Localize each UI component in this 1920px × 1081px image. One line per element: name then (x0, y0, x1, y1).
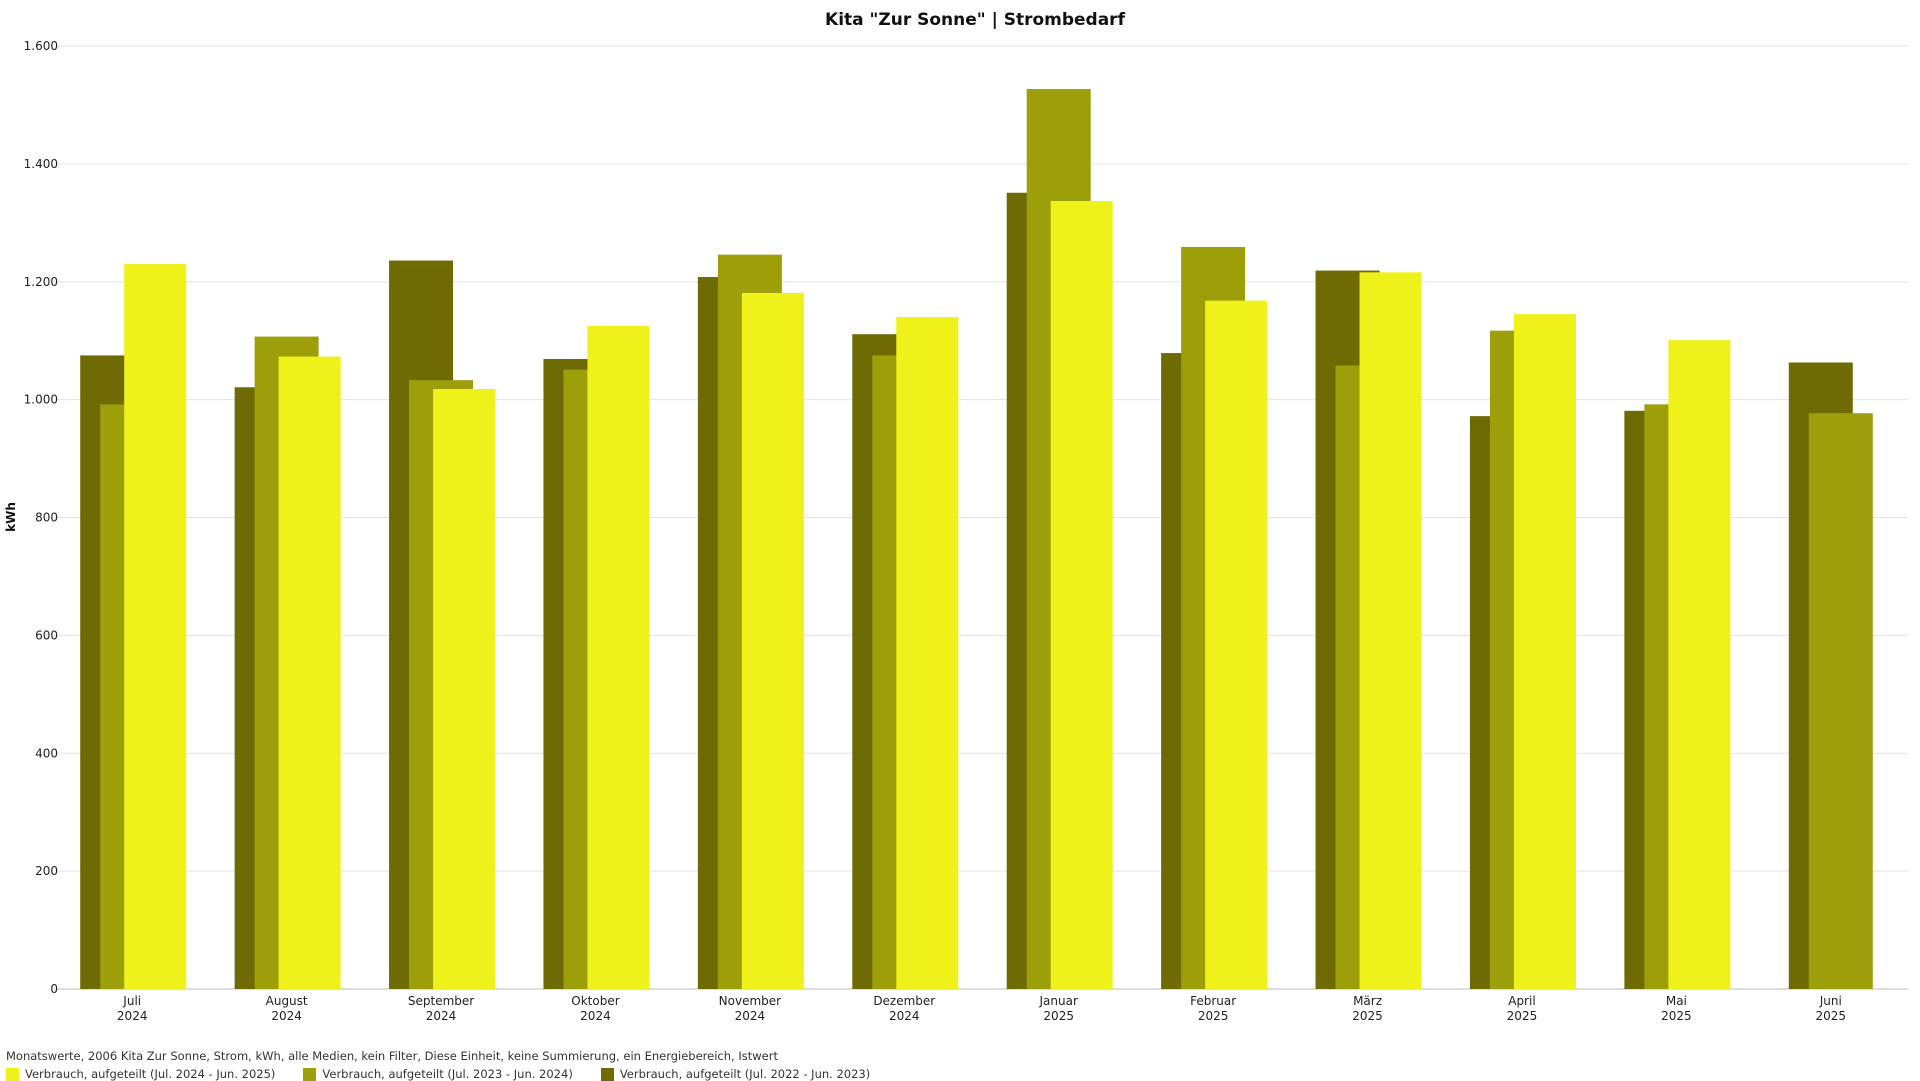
y-tick-label: 1.200 (24, 275, 58, 289)
y-tick-label: 1.600 (24, 39, 58, 53)
x-tick-label-year: 2024 (271, 1009, 302, 1023)
x-tick-label-month: Mai (1666, 994, 1687, 1008)
legend-label: Verbrauch, aufgeteilt (Jul. 2023 - Jun. … (322, 1067, 573, 1081)
x-tick-label-month: Juni (1819, 994, 1842, 1008)
x-tick-label-month: April (1508, 994, 1535, 1008)
y-tick-label: 1.000 (24, 393, 58, 407)
chart-legend: Verbrauch, aufgeteilt (Jul. 2024 - Jun. … (6, 1067, 898, 1081)
legend-item[interactable]: Verbrauch, aufgeteilt (Jul. 2023 - Jun. … (303, 1067, 573, 1081)
legend-label: Verbrauch, aufgeteilt (Jul. 2022 - Jun. … (619, 1067, 871, 1081)
x-tick-label-year: 2025 (1352, 1009, 1383, 1023)
x-tick-label-month: Dezember (873, 994, 935, 1008)
x-tick-label-year: 2024 (580, 1009, 611, 1023)
bar-series-3-Oktober[interactable] (587, 325, 650, 989)
y-tick-label: 1.400 (24, 157, 58, 171)
y-axis-label: kWh (4, 502, 18, 532)
legend-item[interactable]: Verbrauch, aufgeteilt (Jul. 2024 - Jun. … (6, 1067, 275, 1081)
bar-series-2-Juni[interactable] (1808, 413, 1873, 989)
grid-lines (55, 45, 1908, 990)
x-axis-ticks: Juli2024August2024September2024Oktober20… (117, 994, 1846, 1023)
bar-series-3-Januar[interactable] (1050, 201, 1113, 990)
legend-swatch (600, 1067, 614, 1081)
x-tick-label-year: 2025 (1198, 1009, 1229, 1023)
bar-series-3-August[interactable] (278, 356, 341, 990)
bar-series-3-Mai[interactable] (1668, 340, 1731, 989)
y-tick-label: 800 (35, 511, 58, 525)
bar-series-3-März[interactable] (1359, 272, 1422, 989)
bar-chart: Kita "Zur Sonne" | Strombedarf kWh 0 200 4… (4, 10, 1908, 1023)
x-tick-label-month: August (266, 994, 308, 1008)
x-tick-label-year: 2024 (426, 1009, 457, 1023)
chart-footer-description: Monatswerte, 2006 Kita Zur Sonne, Strom,… (6, 1049, 778, 1063)
x-tick-label-year: 2025 (1816, 1009, 1847, 1023)
bar-series-3-Juli[interactable] (124, 264, 187, 990)
bar-series-3-Dezember[interactable] (896, 317, 959, 989)
x-tick-label-year: 2025 (1043, 1009, 1074, 1023)
x-tick-label-year: 2024 (889, 1009, 920, 1023)
legend-swatch (6, 1067, 19, 1081)
y-axis-ticks: 0 200 400 600 800 1.000 1.200 1.400 1.600 (24, 39, 58, 996)
y-tick-label: 200 (35, 864, 58, 878)
x-tick-label-month: September (408, 994, 474, 1008)
y-tick-label: 0 (50, 982, 58, 996)
legend-swatch (303, 1067, 317, 1081)
bar-series-3-Februar[interactable] (1205, 300, 1268, 989)
x-tick-label-month: Februar (1190, 994, 1236, 1008)
x-tick-label-month: Oktober (571, 994, 619, 1008)
bar-series-3-April[interactable] (1513, 314, 1576, 989)
x-tick-label-month: Juli (122, 994, 141, 1008)
bar-series-3-November[interactable] (741, 292, 804, 989)
bar-series-3-September[interactable] (433, 389, 496, 989)
x-tick-label-month: Januar (1039, 994, 1078, 1008)
x-tick-label-month: März (1353, 994, 1382, 1008)
bars (80, 89, 1873, 990)
x-tick-label-month: November (719, 994, 781, 1008)
x-tick-label-year: 2024 (117, 1009, 148, 1023)
legend-item[interactable]: Verbrauch, aufgeteilt (Jul. 2022 - Jun. … (600, 1067, 871, 1081)
y-tick-label: 400 (35, 746, 58, 760)
legend-label: Verbrauch, aufgeteilt (Jul. 2024 - Jun. … (25, 1067, 276, 1081)
x-tick-label-year: 2024 (735, 1009, 766, 1023)
chart-title: Kita "Zur Sonne" | Strombedarf (825, 10, 1126, 30)
x-tick-label-year: 2025 (1507, 1009, 1538, 1023)
x-tick-label-year: 2025 (1661, 1009, 1692, 1023)
y-tick-label: 600 (35, 628, 58, 642)
